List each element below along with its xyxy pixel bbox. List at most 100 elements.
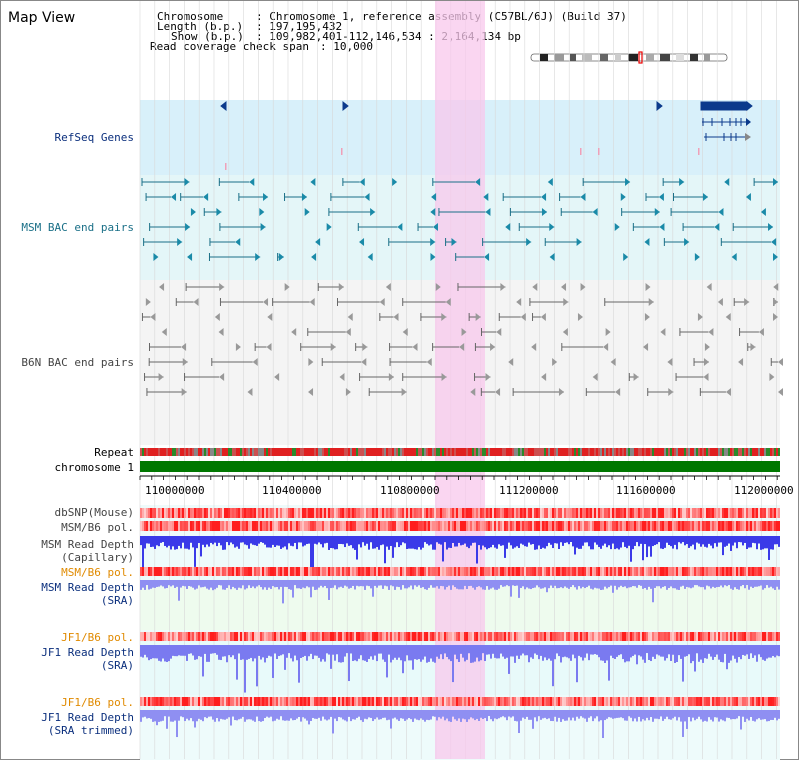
bac-end-marker[interactable] [516,298,522,306]
bac-end-marker[interactable] [496,328,502,336]
jf1-b6-pol-track-2[interactable] [140,697,780,706]
bac-end-marker[interactable] [644,238,650,246]
bac-end-marker[interactable] [310,178,316,186]
bac-end-marker[interactable] [644,313,650,321]
bac-end-marker[interactable] [259,208,265,216]
bac-end-marker[interactable] [177,238,183,246]
bac-end-marker[interactable] [362,343,368,351]
bac-end-marker[interactable] [379,298,385,306]
jf1-read-depth-sra-track[interactable] [140,645,780,693]
track-label-dbsnp[interactable]: dbSNP(Mouse) [54,506,134,519]
bac-end-marker[interactable] [370,208,376,216]
bac-end-marker[interactable] [301,193,307,201]
bac-end-marker[interactable] [338,283,344,291]
msm-b6-pol-track-1[interactable] [140,521,780,531]
bac-end-marker[interactable] [561,283,567,291]
bac-end-marker[interactable] [708,328,714,336]
bac-end-marker[interactable] [697,313,703,321]
gene-block[interactable] [700,101,748,111]
bac-end-marker[interactable] [278,253,284,261]
bac-end-marker[interactable] [182,358,188,366]
bac-end-marker[interactable] [541,193,547,201]
bac-end-marker[interactable] [603,343,609,351]
bac-end-marker[interactable] [541,373,547,381]
bac-end-marker[interactable] [432,223,438,231]
bac-end-marker[interactable] [563,298,569,306]
chromosome-bar[interactable] [140,461,780,472]
bac-end-marker[interactable] [532,283,538,291]
bac-end-marker[interactable] [485,208,491,216]
chromosome-ideogram[interactable] [530,51,728,64]
bac-end-marker[interactable] [263,298,269,306]
bac-end-marker[interactable] [592,373,598,381]
bac-end-marker[interactable] [684,238,690,246]
bac-end-marker[interactable] [520,313,526,321]
bac-end-marker[interactable] [768,223,774,231]
bac-end-marker[interactable] [345,328,351,336]
bac-end-marker[interactable] [274,373,280,381]
bac-end-marker[interactable] [430,253,436,261]
bac-end-marker[interactable] [724,178,730,186]
bac-end-marker[interactable] [393,313,399,321]
bac-end-marker[interactable] [430,238,436,246]
bac-end-marker[interactable] [190,208,196,216]
bac-end-marker[interactable] [266,343,272,351]
bac-end-marker[interactable] [605,328,611,336]
bac-end-marker[interactable] [620,193,626,201]
bac-end-marker[interactable] [552,358,558,366]
bac-end-marker[interactable] [703,373,709,381]
bac-end-marker[interactable] [193,298,199,306]
bac-end-marker[interactable] [773,298,778,306]
bac-end-marker[interactable] [760,208,766,216]
track-label-msm-depth-sra[interactable]: MSM Read Depth [41,581,134,594]
bac-end-marker[interactable] [660,328,666,336]
bac-end-marker[interactable] [412,343,418,351]
bac-end-marker[interactable] [284,283,290,291]
bac-end-marker[interactable] [451,238,457,246]
bac-end-marker[interactable] [216,208,222,216]
bac-end-marker[interactable] [426,358,432,366]
bac-end-marker[interactable] [435,283,441,291]
bac-end-marker[interactable] [161,328,167,336]
jf1-read-depth-sra-trimmed-track[interactable] [140,710,780,738]
bac-end-marker[interactable] [750,343,756,351]
bac-end-marker[interactable] [158,373,164,381]
jf1-b6-pol-track-1[interactable] [140,632,780,641]
bac-end-marker[interactable] [745,193,751,201]
bac-end-marker[interactable] [558,388,564,396]
bac-end-marker[interactable] [725,388,731,396]
track-label-jf1-b6-pol-1[interactable]: JF1/B6 pol. [61,631,134,644]
bac-end-marker[interactable] [475,313,481,321]
bac-end-marker[interactable] [643,343,649,351]
gene-strand-arrow[interactable] [746,100,753,112]
bac-end-marker[interactable] [359,238,365,246]
bac-end-marker[interactable] [576,238,582,246]
bac-end-marker[interactable] [648,298,654,306]
track-label-msm-depth-capillary[interactable]: MSM Read Depth [41,538,134,551]
bac-end-marker[interactable] [483,193,489,201]
bac-end-marker[interactable] [694,253,700,261]
bac-end-marker[interactable] [367,253,373,261]
bac-end-marker[interactable] [326,223,332,231]
bac-end-marker[interactable] [659,223,665,231]
bac-end-marker[interactable] [304,208,310,216]
bac-end-marker[interactable] [339,373,345,381]
bac-end-marker[interactable] [500,283,506,291]
bac-end-marker[interactable] [345,388,351,396]
bac-end-marker[interactable] [614,223,620,231]
bac-end-marker[interactable] [540,313,546,321]
bac-end-marker[interactable] [615,388,621,396]
bac-end-marker[interactable] [778,388,783,396]
bac-end-marker[interactable] [185,223,191,231]
bac-end-marker[interactable] [171,193,177,201]
bac-end-marker[interactable] [385,283,391,291]
bac-end-marker[interactable] [459,343,465,351]
track-label-msm-b6-pol-1[interactable]: MSM/B6 pol. [61,521,134,534]
msm-b6-pol-track-2[interactable] [140,567,780,576]
bac-end-marker[interactable] [441,373,447,381]
bac-end-marker[interactable] [470,388,476,396]
bac-end-marker[interactable] [769,373,775,381]
bac-end-marker[interactable] [181,388,187,396]
bac-end-marker[interactable] [773,283,779,291]
bac-end-marker[interactable] [758,328,764,336]
